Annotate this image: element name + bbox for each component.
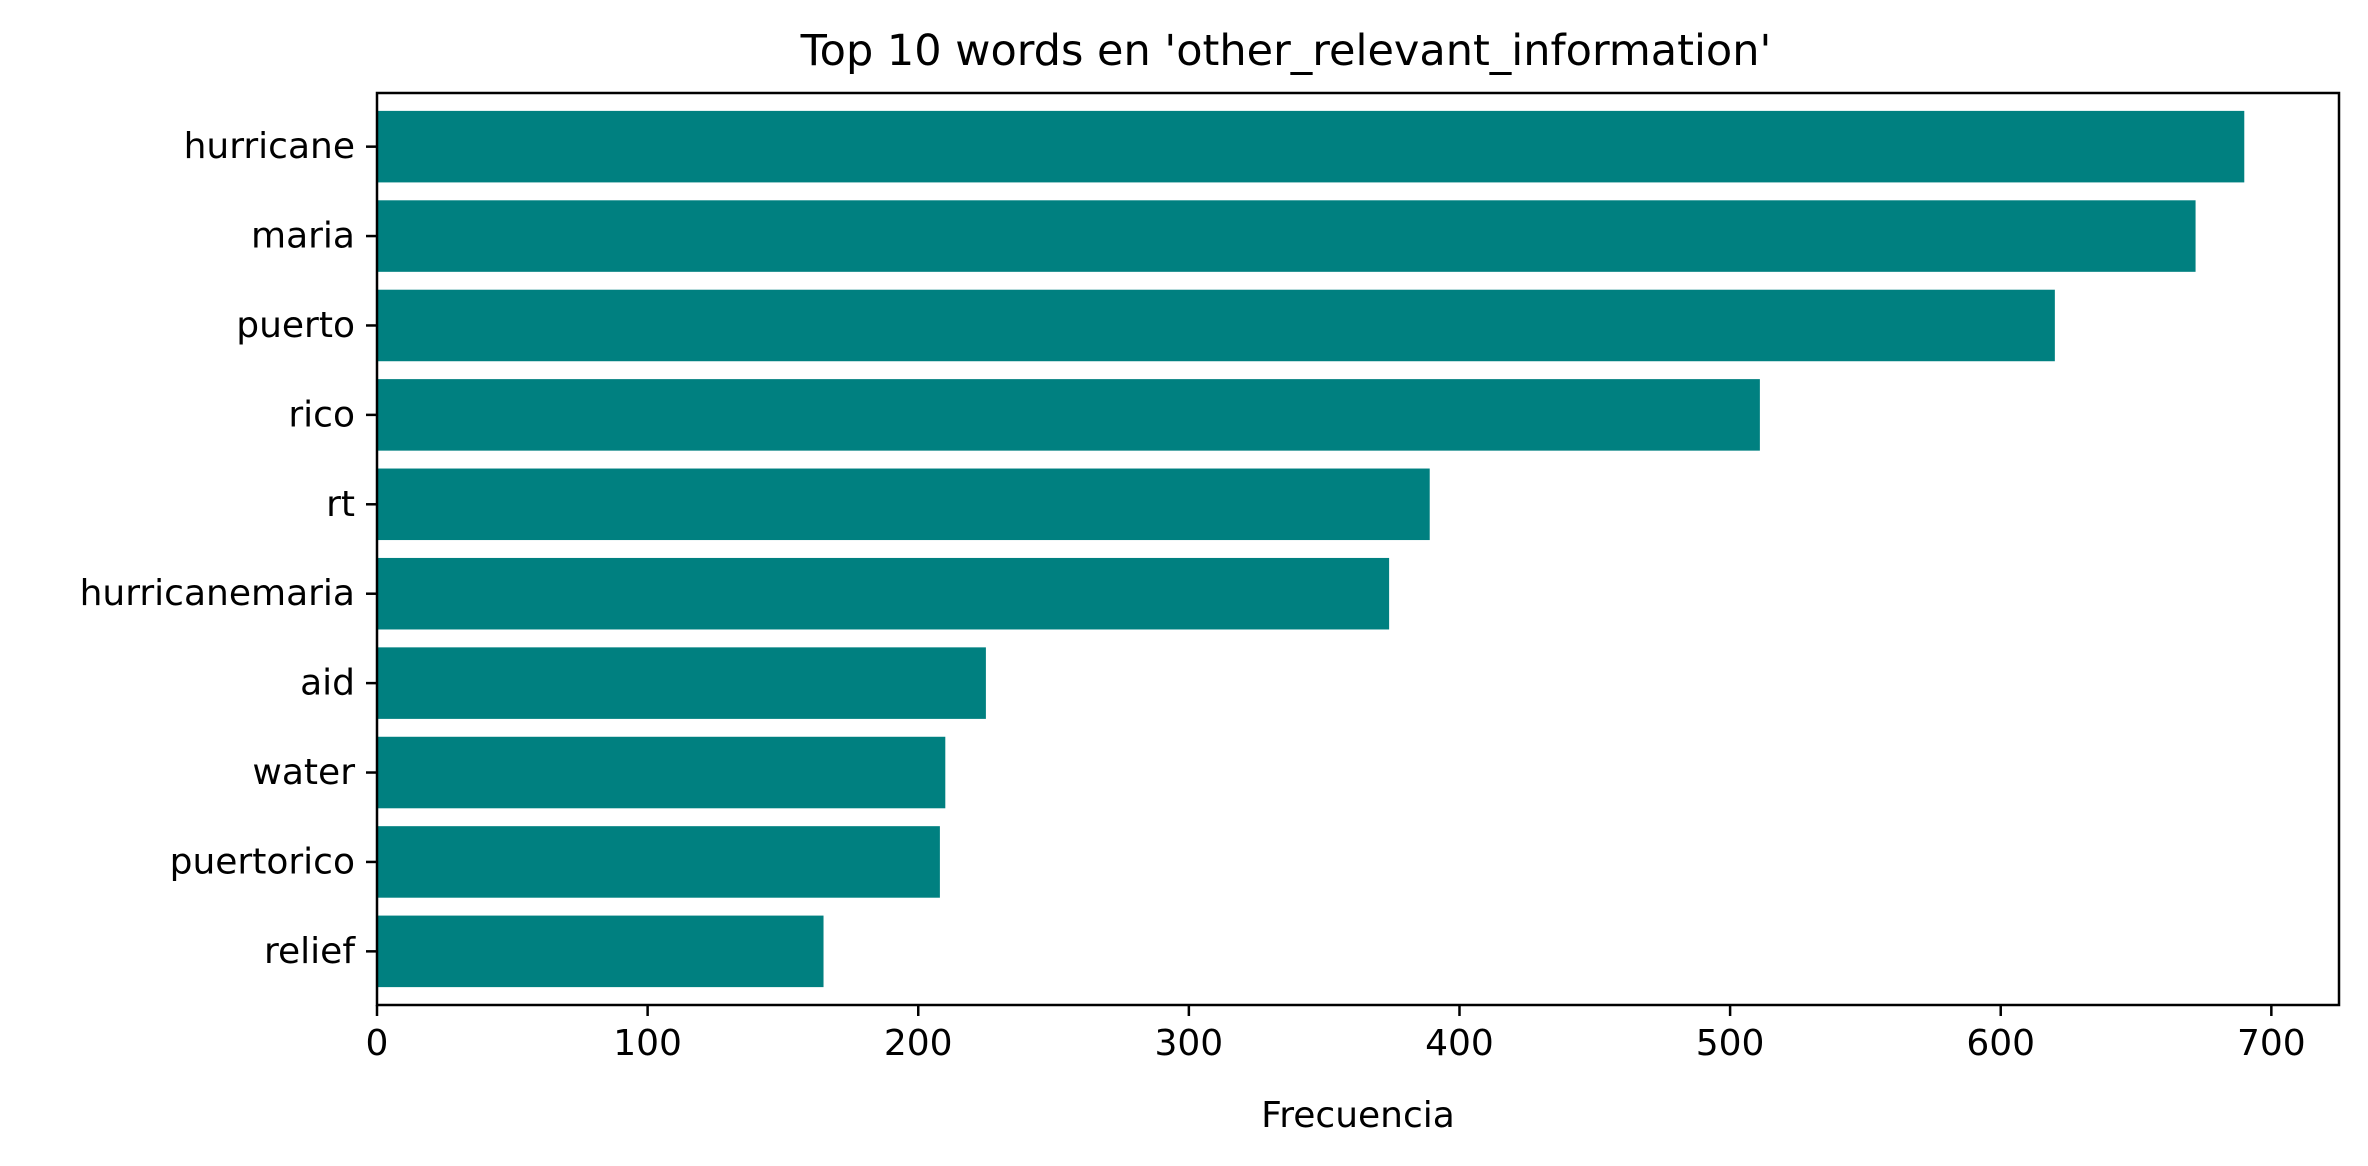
x-tick-label: 200	[884, 1023, 953, 1064]
y-axis-ticks: hurricanemariapuertoricorthurricanemaria…	[80, 126, 377, 972]
x-tick-label: 400	[1425, 1023, 1494, 1064]
bar-puertorico	[377, 826, 940, 898]
y-tick-label: puertorico	[170, 841, 355, 882]
x-axis-label: Frecuencia	[1261, 1095, 1455, 1136]
bar-water	[377, 736, 946, 809]
y-tick-label: puerto	[236, 305, 355, 346]
bar-rt	[377, 468, 1430, 541]
y-tick-label: water	[252, 752, 355, 793]
x-tick-label: 600	[1966, 1023, 2035, 1064]
y-tick-label: aid	[300, 663, 355, 704]
x-axis-ticks: 0 100 200 300 400 500 600 700	[366, 1005, 2306, 1064]
x-tick-label: 100	[613, 1023, 682, 1064]
bars-group	[377, 110, 2245, 988]
y-tick-label: relief	[264, 931, 356, 972]
chart-title: Top 10 words en 'other_relevant_informat…	[800, 26, 1772, 76]
y-tick-label: rico	[288, 394, 355, 435]
bar-hurricanemaria	[377, 557, 1390, 630]
bar-rico	[377, 379, 1760, 451]
bar-hurricane	[377, 110, 2245, 183]
x-tick-label: 500	[1696, 1023, 1765, 1064]
plot-area-frame	[375, 91, 2341, 1007]
bar-relief	[377, 915, 824, 988]
y-tick-label: hurricanemaria	[80, 573, 355, 614]
y-tick-label: rt	[326, 484, 355, 525]
x-tick-label: 0	[366, 1023, 389, 1064]
bar-puerto	[377, 289, 2055, 362]
bar-aid	[377, 647, 986, 719]
y-tick-label: maria	[251, 216, 355, 257]
y-tick-label: hurricane	[184, 126, 355, 167]
bar-maria	[377, 200, 2196, 272]
x-tick-label: 300	[1155, 1023, 1224, 1064]
x-tick-label: 700	[2237, 1023, 2306, 1064]
